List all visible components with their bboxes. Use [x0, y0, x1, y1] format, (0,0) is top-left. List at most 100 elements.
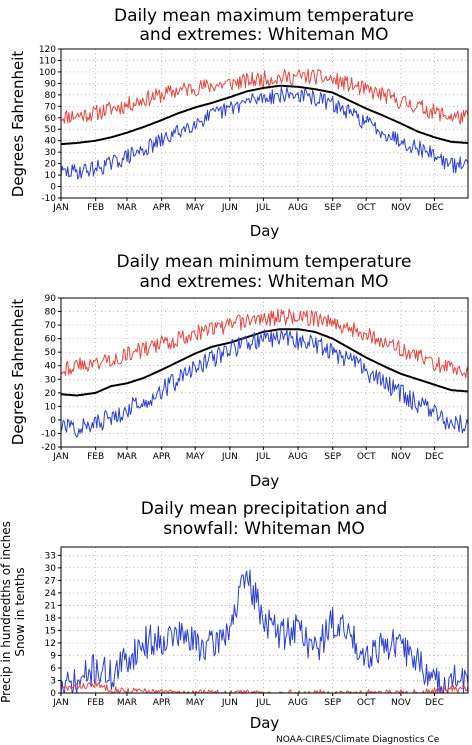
x-tick-label: JUL: [255, 203, 270, 213]
series-extreme_high: [60, 308, 469, 379]
y-tick-label: 100: [39, 68, 56, 78]
y-tick-label: 3: [50, 676, 56, 686]
x-tick-label: SEP: [324, 452, 341, 462]
x-tick-label: MAR: [117, 203, 137, 213]
y-axis-label: Degrees Fahrenheit: [9, 51, 27, 198]
x-axis-label: Day: [250, 472, 280, 490]
y-tick-label: 18: [45, 614, 57, 624]
x-tick-label: MAY: [186, 698, 205, 708]
series-precip: [60, 569, 469, 694]
y-tick-label: 60: [45, 335, 57, 345]
y-tick-label: 12: [45, 639, 56, 649]
y-tick-label: 80: [45, 308, 57, 318]
y-axis-label: Snow in tenths: [13, 567, 27, 656]
x-tick-label: JUN: [221, 203, 238, 213]
y-tick-label: 0: [50, 689, 56, 699]
x-tick-label: JAN: [52, 452, 68, 462]
x-tick-label: FEB: [87, 698, 104, 708]
x-tick-label: NOV: [391, 203, 412, 213]
y-tick-label: 40: [45, 362, 57, 372]
x-tick-label: JAN: [52, 203, 68, 213]
y-tick-label: 30: [45, 564, 57, 574]
x-tick-label: DEC: [425, 203, 444, 213]
y-tick-label: 90: [45, 294, 57, 304]
y-tick-label: 90: [45, 79, 57, 89]
y-tick-label: 80: [45, 91, 57, 101]
y-tick-label: 21: [45, 601, 56, 611]
chart-title: snowfall: Whiteman MO: [163, 519, 365, 539]
x-tick-label: MAR: [117, 452, 137, 462]
x-tick-label: NOV: [391, 698, 412, 708]
y-tick-label: 110: [39, 56, 56, 66]
series-extreme_low: [60, 329, 469, 438]
plot-frame: [60, 297, 469, 448]
x-tick-label: OCT: [357, 203, 376, 213]
y-tick-label: 40: [45, 137, 57, 147]
x-tick-label: SEP: [324, 698, 341, 708]
x-tick-label: OCT: [357, 452, 376, 462]
x-tick-label: FEB: [87, 203, 104, 213]
x-tick-label: JAN: [52, 698, 68, 708]
y-tick-label: 20: [45, 160, 57, 170]
x-tick-label: JUL: [255, 698, 270, 708]
y-tick-label: 120: [39, 45, 56, 55]
y-tick-label: 70: [45, 102, 57, 112]
y-tick-label: 70: [45, 321, 57, 331]
y-tick-label: 20: [45, 389, 57, 399]
y-tick-label: 27: [45, 576, 56, 586]
x-tick-label: JUL: [255, 452, 270, 462]
y-tick-label: 60: [45, 114, 57, 124]
x-tick-label: NOV: [391, 452, 412, 462]
y-tick-label: 30: [45, 375, 57, 385]
y-tick-label: 33: [45, 551, 56, 561]
y-tick-label: 50: [45, 125, 57, 135]
x-tick-label: AUG: [288, 203, 308, 213]
y-tick-label: 30: [45, 148, 57, 158]
series-snow: [60, 681, 469, 694]
x-tick-label: APR: [153, 203, 171, 213]
y-tick-label: 6: [50, 664, 56, 674]
y-tick-label: 50: [45, 348, 57, 358]
y-axis-label: Precip in hundredths of inches: [0, 521, 13, 703]
y-tick-label: 10: [45, 402, 57, 412]
chart-title: Daily mean maximum temperature: [114, 6, 414, 26]
x-tick-label: DEC: [425, 452, 444, 462]
x-tick-label: AUG: [288, 698, 308, 708]
plot-frame: [60, 48, 469, 199]
y-tick-label: 0: [50, 183, 56, 193]
x-axis-label: Day: [250, 714, 280, 732]
x-tick-label: OCT: [357, 698, 376, 708]
chart-title: Daily mean precipitation and: [141, 499, 388, 519]
y-tick-label: -20: [41, 443, 56, 453]
x-tick-label: MAR: [117, 698, 137, 708]
y-tick-label: 0: [50, 416, 56, 426]
x-tick-label: APR: [153, 698, 171, 708]
series-mean: [60, 328, 469, 397]
x-axis-label: Day: [250, 222, 280, 240]
plot-frame: [60, 546, 469, 694]
chart-title: and extremes: Whiteman MO: [140, 25, 389, 45]
y-tick-label: 15: [45, 626, 56, 636]
chart-title: Daily mean minimum temperature: [117, 252, 412, 272]
chart-title: and extremes: Whiteman MO: [140, 272, 389, 292]
x-tick-label: FEB: [87, 452, 104, 462]
x-tick-label: SEP: [324, 203, 341, 213]
credit-text: NOAA-CIRES/Climate Diagnostics Ce: [276, 735, 440, 745]
y-tick-label: 10: [45, 171, 57, 181]
y-tick-label: 9: [50, 651, 56, 661]
y-tick-label: -10: [41, 194, 56, 204]
series-extreme_high: [60, 68, 469, 125]
series-mean: [60, 84, 469, 146]
y-axis-label: Degrees Fahrenheit: [9, 299, 27, 446]
series-extreme_low: [60, 86, 469, 180]
y-tick-label: 24: [45, 589, 57, 599]
x-tick-label: AUG: [288, 452, 308, 462]
y-tick-label: -10: [41, 429, 56, 439]
x-tick-label: JUN: [221, 698, 238, 708]
x-tick-label: DEC: [425, 698, 444, 708]
x-tick-label: MAY: [186, 452, 205, 462]
